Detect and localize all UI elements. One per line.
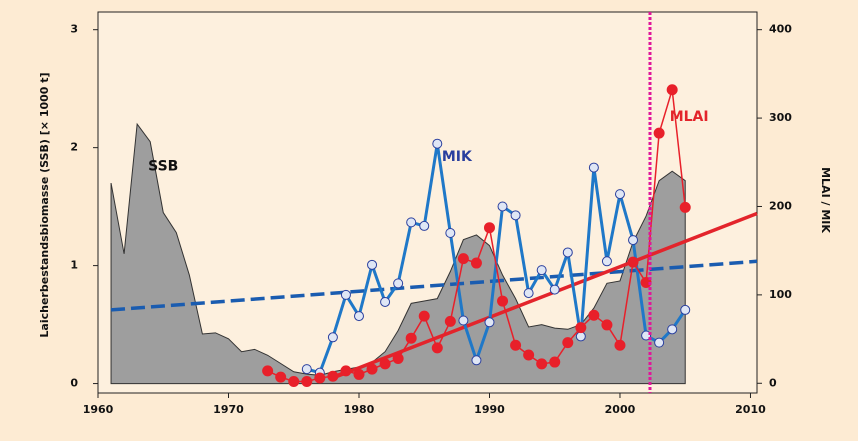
marker [275, 371, 287, 383]
marker [588, 309, 600, 321]
marker [654, 337, 665, 348]
x-tick-label: 1960 [83, 403, 114, 416]
marker [614, 189, 625, 200]
marker [575, 331, 586, 342]
marker [419, 220, 430, 231]
marker [457, 253, 469, 265]
marker [353, 311, 364, 322]
y-tick-label: 1 [70, 259, 78, 272]
marker [601, 319, 613, 331]
marker [418, 310, 430, 322]
marker [510, 339, 522, 351]
marker [392, 353, 404, 365]
marker [458, 315, 469, 326]
marker [445, 227, 456, 238]
marker [497, 201, 508, 212]
marker [431, 342, 443, 354]
marker [601, 256, 612, 267]
marker [432, 138, 443, 149]
marker [327, 370, 339, 382]
y2-tick-label: 300 [769, 111, 792, 124]
y-tick-label: 3 [70, 23, 78, 36]
marker [366, 363, 378, 375]
x-tick-label: 1980 [344, 403, 375, 416]
annotation: SSB [148, 159, 178, 175]
marker [666, 84, 678, 96]
y-tick-label: 2 [70, 141, 78, 154]
marker [444, 315, 456, 327]
y2-tick-label: 100 [769, 288, 792, 301]
marker [680, 304, 691, 315]
marker [327, 332, 338, 343]
x-tick-label: 1990 [474, 403, 505, 416]
marker [262, 365, 274, 377]
marker [510, 210, 521, 221]
marker [484, 317, 495, 328]
trend-line [110, 259, 758, 312]
y2-tick-label: 200 [769, 199, 792, 212]
marker [653, 127, 665, 139]
marker [536, 358, 548, 370]
marker [536, 265, 547, 276]
marker [614, 339, 626, 351]
marker [288, 376, 300, 388]
marker [575, 322, 587, 334]
y-tick-label: 0 [70, 377, 78, 390]
marker [483, 222, 495, 234]
marker [393, 278, 404, 289]
y2-tick-label: 0 [769, 376, 777, 389]
marker [588, 162, 599, 173]
marker [562, 247, 573, 258]
annotation: MLAI [670, 109, 709, 125]
marker [549, 284, 560, 295]
marker [471, 355, 482, 366]
marker [301, 376, 313, 388]
marker [340, 289, 351, 300]
marker [628, 235, 639, 246]
marker [627, 256, 639, 268]
y2-axis-label: MLAI / MIK [819, 167, 832, 233]
marker [406, 217, 417, 228]
marker [314, 372, 326, 384]
marker [549, 356, 561, 368]
marker [380, 296, 391, 307]
marker [679, 201, 691, 213]
marker [667, 324, 678, 335]
annotation: MIK [442, 149, 473, 165]
marker [523, 349, 535, 361]
marker [470, 257, 482, 269]
marker [497, 295, 509, 307]
marker [367, 259, 378, 270]
x-tick-label: 2000 [605, 403, 636, 416]
marker [379, 358, 391, 370]
x-tick-label: 2010 [735, 403, 766, 416]
marker [301, 364, 312, 375]
marker [562, 337, 574, 349]
area [110, 122, 686, 385]
marker [353, 368, 365, 380]
marker [641, 330, 652, 341]
marker [523, 288, 534, 299]
marker [405, 332, 417, 344]
y-axis-label: Laicherbestandsbiomasse (SSB) [× 1000 t] [38, 72, 51, 337]
marker [340, 365, 352, 377]
x-tick-label: 1970 [213, 403, 244, 416]
y2-tick-label: 400 [769, 23, 792, 36]
